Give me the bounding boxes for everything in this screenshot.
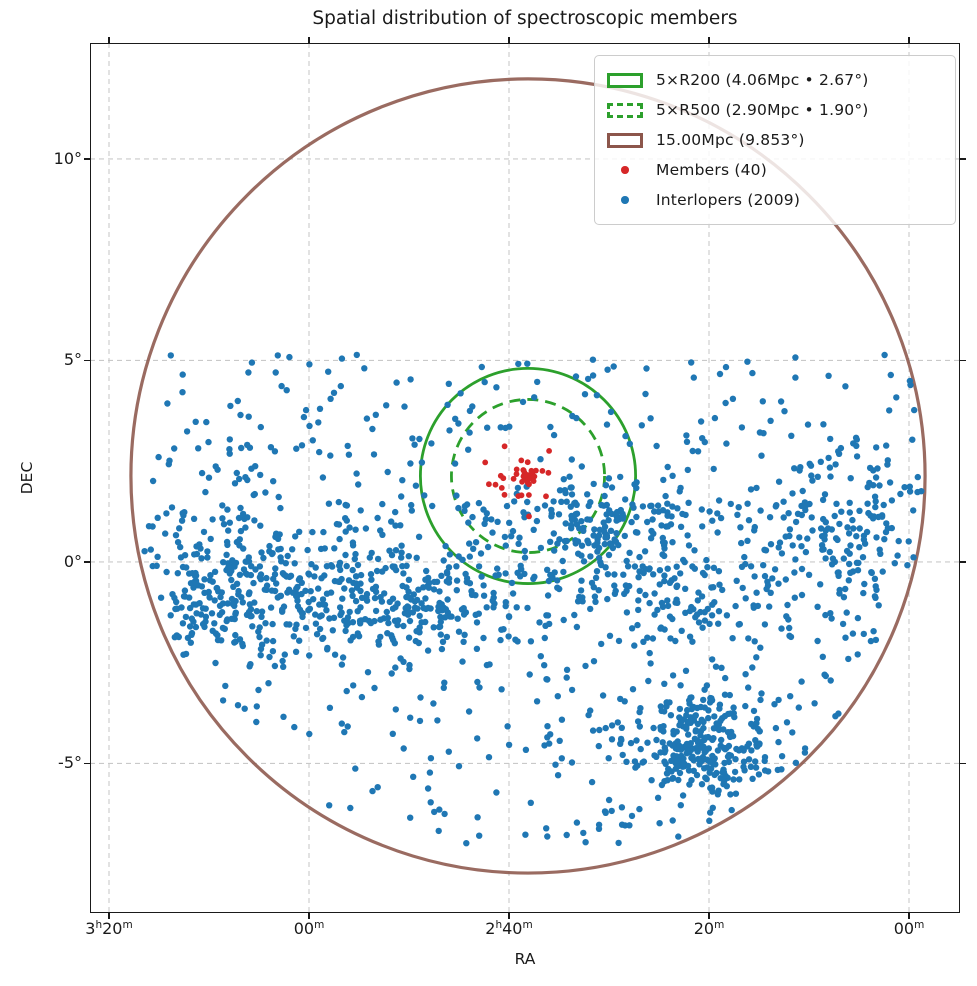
tick-mark	[508, 913, 510, 919]
tick-mark	[908, 37, 910, 43]
legend-label: 5×R500 (2.90Mpc • 1.90°)	[656, 101, 869, 119]
dot-marker-icon	[621, 166, 629, 174]
tick-mark	[708, 913, 710, 919]
x-tick-label: 00m	[293, 919, 325, 938]
tick-mark	[908, 913, 910, 919]
legend-entry: 15.00Mpc (9.853°)	[607, 125, 943, 155]
dot-marker-icon	[621, 196, 629, 204]
circle-5xR200	[418, 366, 638, 585]
circle-15Mpc	[129, 77, 927, 875]
legend-entry: 5×R500 (2.90Mpc • 1.90°)	[607, 95, 943, 125]
legend-label: 15.00Mpc (9.853°)	[656, 131, 805, 149]
tick-mark	[308, 913, 310, 919]
y-tick-label: -5°	[58, 753, 82, 773]
tick-mark	[84, 762, 90, 765]
tick-mark	[308, 37, 310, 43]
legend-label: 5×R200 (4.06Mpc • 2.67°)	[656, 71, 869, 89]
legend-swatch-box	[607, 166, 643, 174]
x-tick-label: 20m	[693, 919, 725, 938]
tick-mark	[84, 359, 90, 362]
legend-label: Members (40)	[656, 161, 767, 179]
tick-mark	[960, 762, 966, 765]
x-tick-label: 3h20m	[85, 919, 133, 938]
tick-mark	[960, 561, 966, 563]
tick-mark	[84, 561, 90, 563]
tick-mark	[708, 37, 710, 43]
x-axis-label: RA	[514, 950, 536, 968]
circle-5xR500	[450, 398, 606, 554]
members-points	[482, 443, 552, 520]
chart-title: Spatial distribution of spectroscopic me…	[312, 8, 738, 29]
legend-swatch-box	[607, 72, 643, 88]
legend-swatch-box	[607, 102, 643, 118]
legend-entry: Members (40)	[607, 155, 943, 185]
tick-mark	[108, 37, 110, 43]
legend-swatch-box	[607, 132, 643, 148]
legend-label: Interlopers (2009)	[656, 191, 801, 209]
y-tick-label: 0°	[63, 551, 82, 571]
legend-swatch-box	[607, 196, 643, 204]
tick-mark	[960, 158, 966, 160]
tick-mark	[960, 359, 966, 362]
legend-entry: Interlopers (2009)	[607, 185, 943, 215]
y-tick-label: 10°	[53, 148, 82, 168]
legend: 5×R200 (4.06Mpc • 2.67°) 5×R500 (2.90Mpc …	[594, 55, 956, 225]
y-axis-label: DEC	[18, 461, 36, 495]
tick-mark	[84, 158, 90, 160]
tick-mark	[508, 37, 510, 43]
y-tick-label: 5°	[63, 350, 82, 370]
solid-circle-swatch-icon	[607, 132, 643, 148]
interlopers-points	[141, 351, 925, 847]
scatter-plot-canvas	[90, 43, 960, 913]
x-tick-label: 00m	[893, 919, 925, 938]
legend-entry: 5×R200 (4.06Mpc • 2.67°)	[607, 65, 943, 95]
dashed-circle-swatch-icon	[607, 102, 643, 118]
tick-mark	[108, 913, 110, 919]
x-tick-label: 2h40m	[485, 919, 533, 938]
solid-circle-swatch-icon	[607, 72, 643, 88]
